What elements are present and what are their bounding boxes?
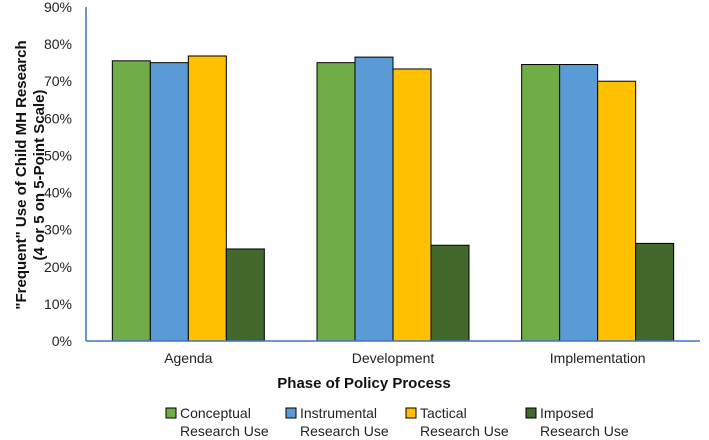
y-tick-label: 70%: [44, 73, 72, 89]
x-tick-label: Development: [352, 350, 435, 366]
bar-instrumental-research-use-implementation: [559, 64, 599, 342]
bar-conceptual-research-use-development: [316, 62, 356, 342]
bar-tactical-research-use-implementation: [597, 80, 637, 342]
bar-tactical-research-use-development: [392, 68, 432, 342]
bar-instrumental-research-use-development: [354, 56, 394, 342]
y-tick-label: 60%: [44, 110, 72, 126]
y-tick-label: 90%: [44, 0, 72, 15]
legend-label: Conceptual: [180, 405, 251, 421]
x-axis: Agenda Development Implementation: [86, 340, 700, 366]
y-tick-label: 20%: [44, 259, 72, 275]
legend-swatch: [525, 407, 537, 419]
y-tick-label: 40%: [44, 185, 72, 201]
legend-label: Imposed: [540, 405, 594, 421]
legend-label: Research Use: [300, 423, 389, 439]
bar-conceptual-research-use-implementation: [521, 64, 561, 342]
y-tick-label: 0%: [52, 333, 72, 349]
y-tick-label: 80%: [44, 36, 72, 52]
y-axis-title-line-1: "Frequent" Use of Child MH Research: [13, 40, 30, 309]
legend-label: Tactical: [420, 405, 467, 421]
bar-imposed-research-use-agenda: [225, 248, 265, 342]
y-axis: 0% 10% 20% 30% 40% 50% 60% 70% 80% 90%: [44, 0, 87, 349]
bar-conceptual-research-use-agenda: [111, 60, 151, 342]
x-tick-label: Agenda: [164, 350, 212, 366]
x-axis-title: Phase of Policy Process: [277, 375, 450, 392]
bar-imposed-research-use-development: [430, 244, 470, 342]
bar-imposed-research-use-implementation: [635, 242, 675, 342]
x-tick-label: Implementation: [550, 350, 646, 366]
legend-swatch: [165, 407, 177, 419]
bar-tactical-research-use-agenda: [187, 55, 227, 342]
legend-label: Research Use: [420, 423, 509, 439]
legend-swatch: [285, 407, 297, 419]
bars: [111, 55, 675, 342]
y-tick-label: 10%: [44, 296, 72, 312]
y-tick-label: 30%: [44, 222, 72, 238]
y-tick-label: 50%: [44, 147, 72, 163]
bar-instrumental-research-use-agenda: [149, 62, 189, 342]
y-axis-title-line-2: (4 or 5 on 5-Point Scale): [31, 90, 48, 261]
legend-label: Instrumental: [300, 405, 377, 421]
legend-label: Research Use: [180, 423, 269, 439]
legend-swatch: [405, 407, 417, 419]
legend: Conceptual Research Use Instrumental Resear…: [165, 405, 629, 439]
legend-label: Research Use: [540, 423, 629, 439]
